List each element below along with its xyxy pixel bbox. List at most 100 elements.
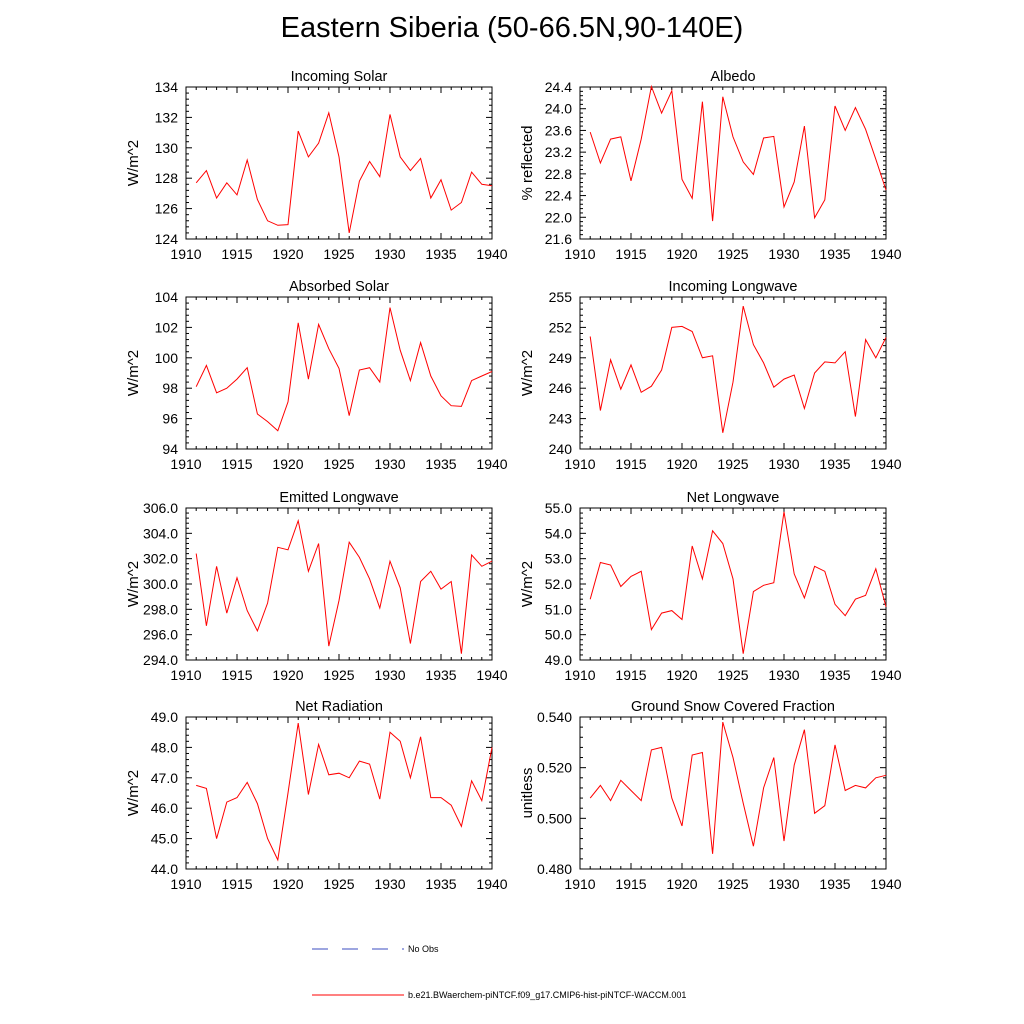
y-axis-label: W/m^2 bbox=[125, 140, 142, 186]
y-tick-label: 243 bbox=[549, 411, 573, 427]
y-tick-label: 55.0 bbox=[545, 500, 572, 516]
series-line bbox=[589, 511, 887, 654]
legend: No Obs b.e21.BWaerchem-piNTCF.f09_g17.CMI… bbox=[312, 944, 686, 1000]
x-tick-label: 1925 bbox=[717, 667, 748, 683]
y-tick-label: 0.480 bbox=[537, 861, 572, 877]
x-tick-label: 1930 bbox=[374, 667, 405, 683]
x-tick-label: 1935 bbox=[425, 667, 456, 683]
panel-net-radiation: Net Radiation W/m^2 1910 1915 1920 1925 1930 19… bbox=[125, 699, 508, 892]
x-tick-label: 1910 bbox=[564, 246, 595, 262]
y-tick-label: 49.0 bbox=[545, 652, 572, 668]
x-tick-label: 1940 bbox=[870, 667, 901, 683]
y-tick-label: 46.0 bbox=[151, 800, 178, 816]
y-tick-label: 44.0 bbox=[151, 861, 178, 877]
y-tick-label: 102 bbox=[155, 319, 179, 335]
y-tick-label: 134 bbox=[155, 79, 179, 95]
y-tick-label: 130 bbox=[155, 140, 179, 156]
x-tick-label: 1915 bbox=[221, 246, 252, 262]
y-tick-label: 306.0 bbox=[143, 500, 178, 516]
y-tick-label: 0.540 bbox=[537, 709, 572, 725]
plot-frame bbox=[185, 296, 493, 450]
x-tick-label: 1925 bbox=[323, 667, 354, 683]
y-tick-label: 296.0 bbox=[143, 627, 178, 643]
x-tick-label: 1910 bbox=[170, 246, 201, 262]
x-tick-label: 1915 bbox=[221, 456, 252, 472]
x-tick-label: 1940 bbox=[870, 876, 901, 892]
legend-model-label: b.e21.BWaerchem-piNTCF.f09_g17.CMIP6-his… bbox=[408, 990, 686, 1000]
x-tick-label: 1930 bbox=[768, 876, 799, 892]
x-tick-label: 1935 bbox=[425, 456, 456, 472]
y-axis-label: W/m^2 bbox=[125, 350, 142, 396]
panel-ground-snow-covered-fraction: Ground Snow Covered Fraction unitless 1910… bbox=[519, 699, 902, 892]
y-tick-label: 22.8 bbox=[545, 166, 572, 182]
y-tick-label: 22.4 bbox=[545, 188, 572, 204]
panel-title: Albedo bbox=[710, 69, 755, 85]
x-tick-label: 1910 bbox=[564, 667, 595, 683]
y-tick-label: 249 bbox=[549, 350, 573, 366]
series-line bbox=[589, 84, 887, 222]
y-axis-label: W/m^2 bbox=[125, 770, 142, 816]
x-tick-label: 1915 bbox=[615, 667, 646, 683]
y-tick-label: 255 bbox=[549, 289, 573, 305]
x-tick-label: 1935 bbox=[425, 876, 456, 892]
x-tick-label: 1940 bbox=[476, 876, 507, 892]
panel-title: Emitted Longwave bbox=[279, 490, 398, 506]
x-tick-label: 1910 bbox=[170, 667, 201, 683]
y-tick-label: 246 bbox=[549, 380, 573, 396]
y-axis-label: unitless bbox=[519, 768, 536, 819]
y-tick-label: 22.0 bbox=[545, 209, 572, 225]
x-tick-label: 1930 bbox=[374, 246, 405, 262]
series-line bbox=[195, 110, 493, 233]
series-line bbox=[195, 307, 493, 432]
y-tick-label: 124 bbox=[155, 231, 179, 247]
y-tick-label: 0.500 bbox=[537, 810, 572, 826]
plot-frame bbox=[579, 296, 887, 450]
panel-emitted-longwave: Emitted Longwave W/m^2 1910 1915 1920 1925 193… bbox=[125, 490, 508, 683]
y-tick-label: 24.4 bbox=[545, 79, 572, 95]
x-tick-label: 1920 bbox=[666, 246, 697, 262]
y-tick-label: 54.0 bbox=[545, 525, 572, 541]
x-tick-label: 1915 bbox=[221, 876, 252, 892]
x-tick-label: 1925 bbox=[323, 456, 354, 472]
x-tick-label: 1930 bbox=[374, 456, 405, 472]
panel-title: Absorbed Solar bbox=[289, 279, 389, 295]
x-tick-label: 1920 bbox=[272, 876, 303, 892]
y-axis-label: W/m^2 bbox=[519, 561, 536, 607]
y-tick-label: 47.0 bbox=[151, 770, 178, 786]
y-tick-label: 45.0 bbox=[151, 831, 178, 847]
y-tick-label: 96 bbox=[162, 411, 178, 427]
panel-absorbed-solar: Absorbed Solar W/m^2 1910 1915 1920 1925 1930 1… bbox=[125, 279, 508, 472]
plot-frame bbox=[185, 86, 493, 240]
panel-net-longwave: Net Longwave W/m^2 1910 1915 1920 1925 1930 193… bbox=[519, 490, 902, 683]
plot-frame bbox=[579, 86, 887, 240]
panel-title: Ground Snow Covered Fraction bbox=[631, 699, 835, 715]
y-tick-label: 302.0 bbox=[143, 551, 178, 567]
x-tick-label: 1930 bbox=[768, 456, 799, 472]
y-axis-label: W/m^2 bbox=[125, 561, 142, 607]
x-tick-label: 1920 bbox=[272, 456, 303, 472]
y-tick-label: 94 bbox=[162, 441, 178, 457]
series-line bbox=[589, 721, 887, 854]
x-tick-label: 1930 bbox=[768, 667, 799, 683]
y-tick-label: 98 bbox=[162, 380, 178, 396]
plot-frame bbox=[185, 716, 493, 870]
x-tick-label: 1930 bbox=[768, 246, 799, 262]
y-tick-label: 100 bbox=[155, 350, 179, 366]
plot-frame bbox=[185, 507, 493, 661]
y-tick-label: 298.0 bbox=[143, 601, 178, 617]
x-tick-label: 1925 bbox=[323, 246, 354, 262]
panel-title: Net Radiation bbox=[295, 699, 383, 715]
y-tick-label: 51.0 bbox=[545, 601, 572, 617]
x-tick-label: 1920 bbox=[666, 876, 697, 892]
x-tick-label: 1925 bbox=[717, 876, 748, 892]
x-tick-label: 1940 bbox=[476, 246, 507, 262]
y-tick-label: 0.520 bbox=[537, 760, 572, 776]
x-tick-label: 1910 bbox=[564, 876, 595, 892]
series-line bbox=[196, 723, 493, 862]
y-axis-label: % reflected bbox=[519, 125, 536, 200]
x-tick-label: 1940 bbox=[476, 667, 507, 683]
y-tick-label: 126 bbox=[155, 201, 179, 217]
panel-title: Incoming Solar bbox=[291, 69, 388, 85]
